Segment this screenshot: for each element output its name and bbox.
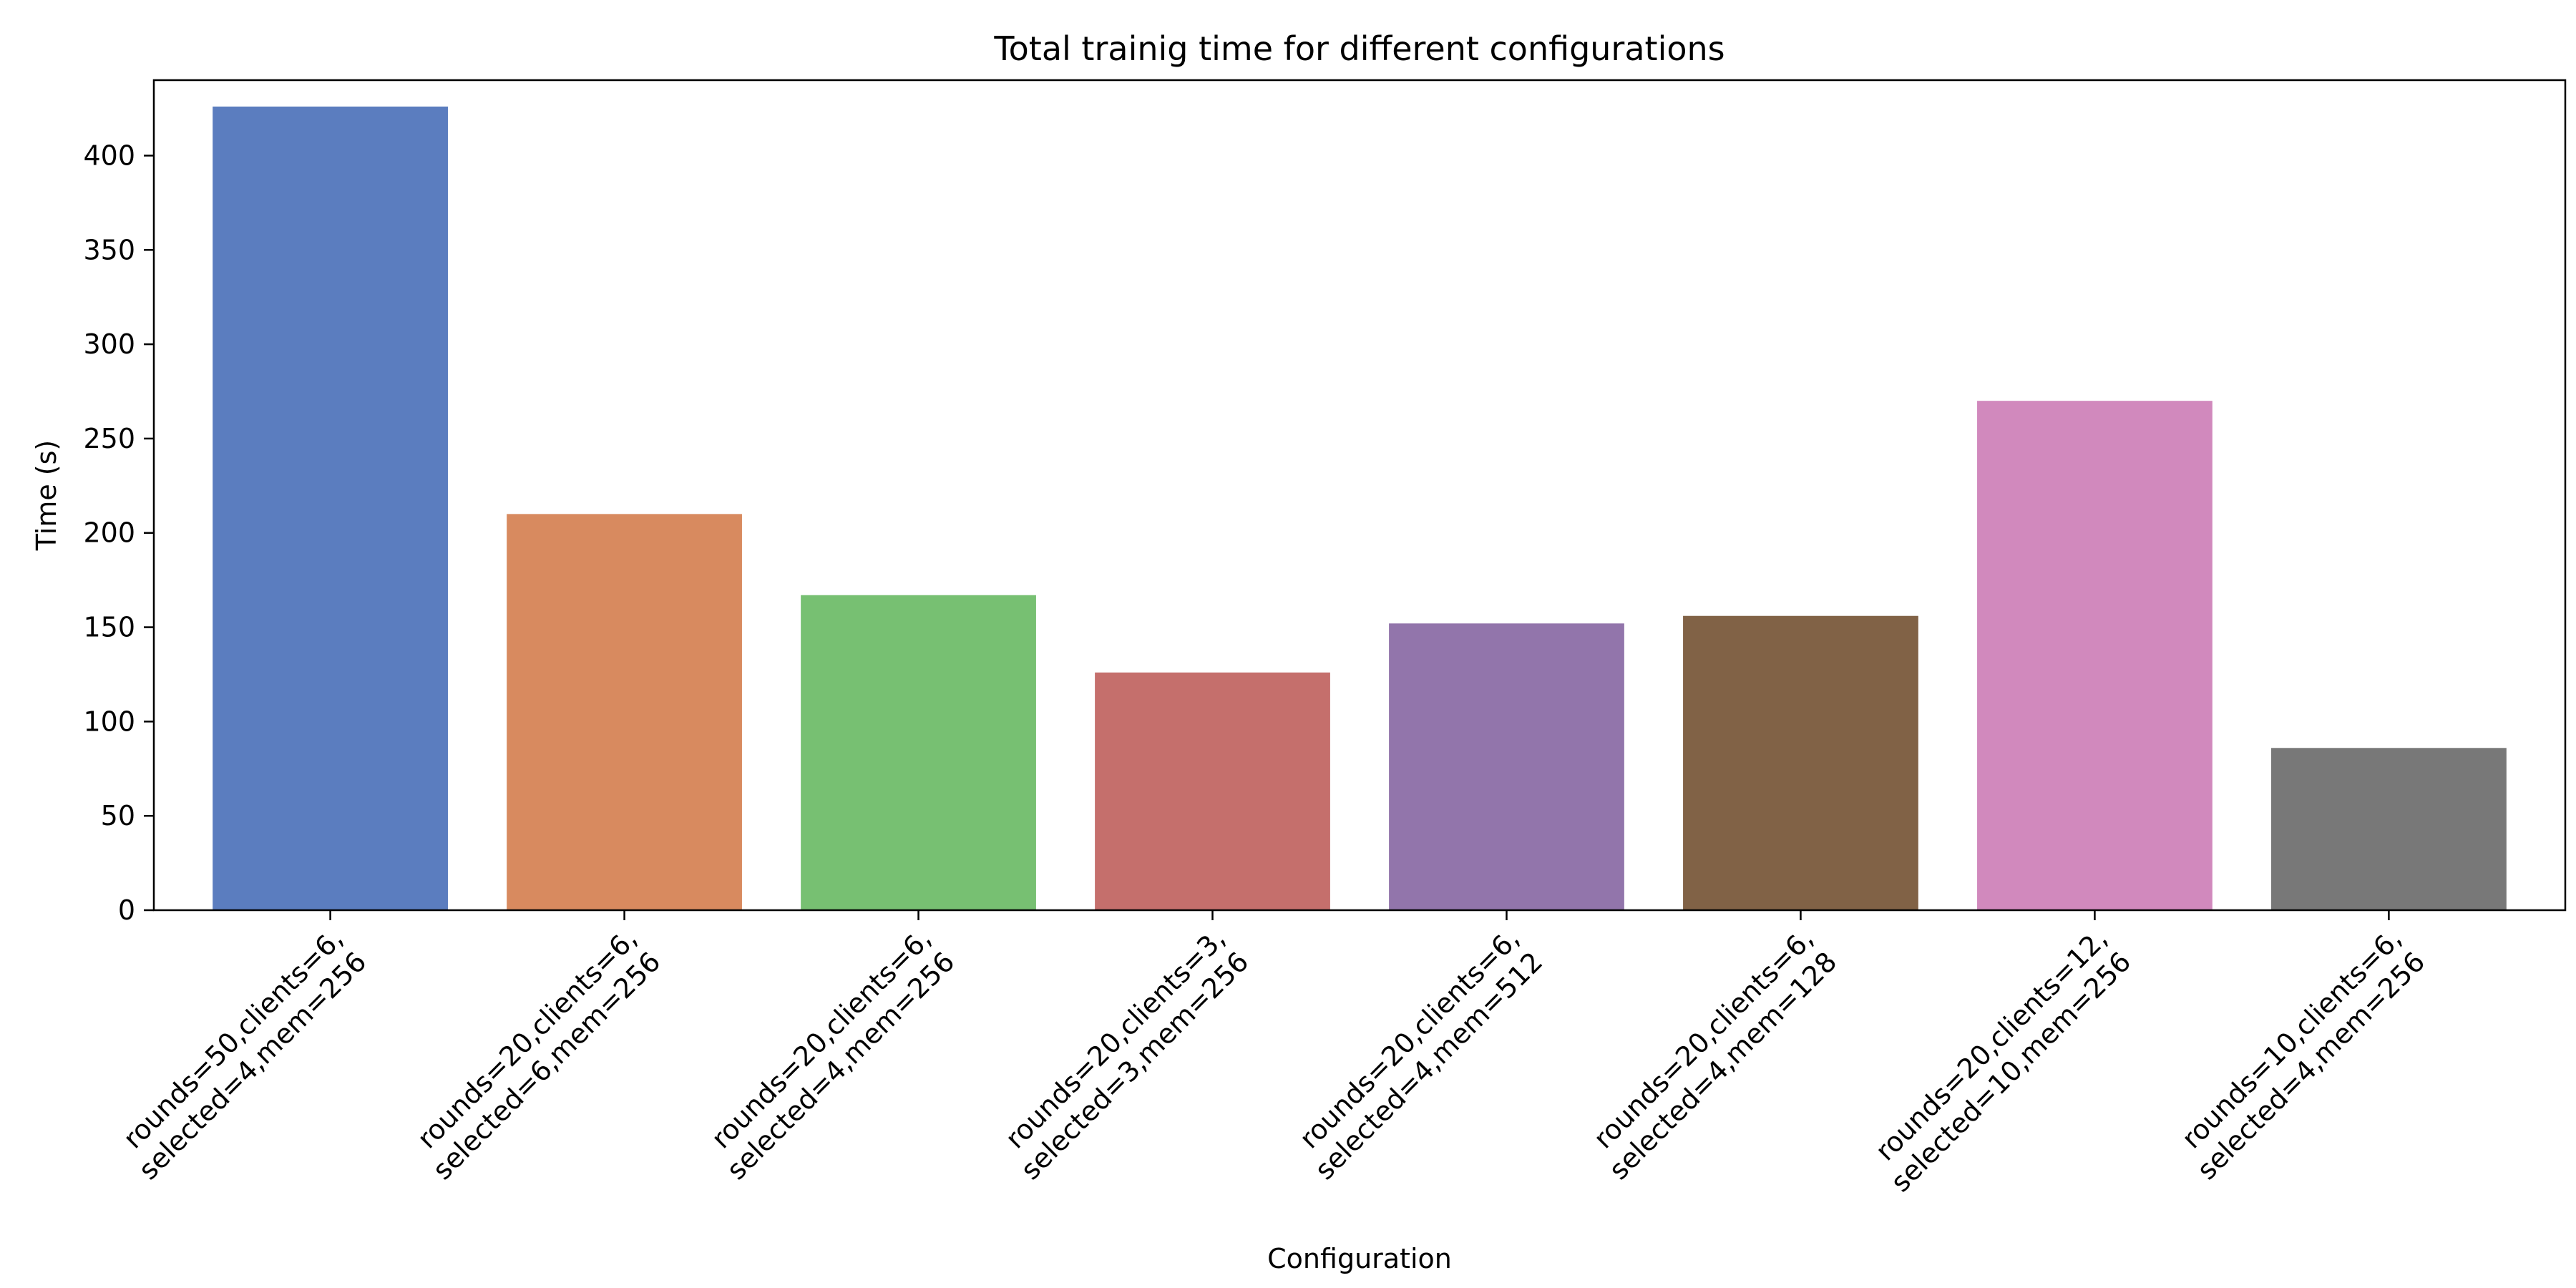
chart-title: Total trainig time for different configu…: [993, 29, 1724, 68]
y-tick-label: 150: [83, 612, 135, 643]
y-tick-label: 300: [83, 328, 135, 360]
y-tick-label: 0: [118, 894, 135, 926]
bar-3: [801, 595, 1036, 910]
y-tick-label: 50: [101, 800, 135, 831]
x-axis-label: Configuration: [1267, 1243, 1452, 1274]
plot-frame: [152, 79, 2567, 912]
y-tick-label: 350: [83, 234, 135, 265]
bar-7: [1977, 401, 2212, 910]
y-tick-label: 100: [83, 706, 135, 737]
bar-8: [2271, 748, 2507, 910]
bar-4: [1095, 672, 1330, 910]
y-tick-label: 200: [83, 517, 135, 549]
y-tick-label: 250: [83, 423, 135, 454]
y-tick-label: 400: [83, 140, 135, 171]
y-axis-label: Time (s): [31, 440, 62, 552]
bar-5: [1389, 623, 1624, 910]
bars-layer: [213, 106, 2507, 911]
bar-1: [213, 106, 448, 911]
y-axis: 0 50 100 150 200 250 300 350 400: [83, 140, 154, 926]
bar-2: [507, 514, 742, 910]
bar-6: [1683, 615, 1918, 910]
